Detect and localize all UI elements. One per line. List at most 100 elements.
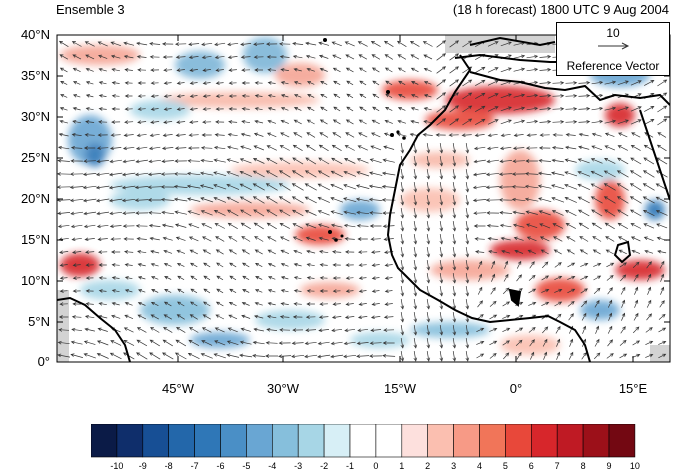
wind-vector — [109, 224, 122, 229]
wind-vector — [291, 196, 304, 204]
wind-vector — [452, 273, 457, 284]
wind-vector — [279, 315, 290, 319]
wind-vector — [304, 210, 317, 216]
wind-vector — [291, 341, 304, 346]
wind-vector — [659, 260, 665, 269]
wind-vector — [241, 236, 251, 242]
wind-vector — [85, 263, 94, 267]
wind-vector — [291, 183, 304, 191]
wind-vector — [70, 340, 83, 345]
wind-vector — [514, 249, 524, 254]
wind-vector — [332, 132, 342, 138]
wind-vector — [330, 197, 344, 203]
wind-vector — [465, 208, 470, 219]
wind-vector — [486, 223, 499, 228]
wind-vector — [345, 250, 355, 254]
wind-vector — [147, 198, 162, 202]
wind-vector — [71, 132, 82, 137]
wind-vector — [242, 262, 250, 268]
wind-vector — [452, 195, 457, 206]
wind-vector — [487, 80, 499, 86]
wind-vector — [227, 145, 239, 150]
wind-vector — [426, 247, 431, 258]
wind-vector — [280, 68, 289, 72]
wind-vector — [512, 210, 525, 215]
wind-vector — [306, 119, 315, 125]
wind-vector — [539, 93, 552, 98]
wind-vector — [109, 211, 123, 216]
wind-vector — [413, 169, 418, 180]
wind-vector — [475, 79, 486, 87]
wind-vector — [253, 42, 265, 47]
wind-vector — [305, 315, 316, 319]
colorbar-tick-label: -4 — [268, 461, 277, 471]
wind-vector — [70, 211, 84, 216]
wind-vector — [226, 196, 239, 204]
wind-vector — [213, 145, 226, 150]
wind-vector — [539, 223, 551, 229]
wind-vector — [123, 41, 135, 46]
wind-vector — [137, 276, 146, 280]
forecast-time-title: (18 h forecast) 1800 UTC 9 Aug 2004 — [452, 2, 669, 17]
wind-vector — [398, 94, 406, 98]
wind-vector — [306, 249, 316, 254]
wind-vector — [111, 94, 120, 98]
wind-vector — [110, 237, 121, 241]
wind-vector — [465, 247, 470, 258]
wind-vector — [554, 301, 563, 307]
wind-vector — [188, 55, 199, 60]
wind-vector — [291, 170, 304, 178]
wind-vector — [356, 341, 369, 346]
wind-vector — [216, 288, 224, 294]
wind-vector — [85, 81, 94, 85]
wind-vector — [436, 118, 447, 126]
wind-vector — [135, 146, 148, 151]
wind-vector — [655, 210, 668, 216]
wind-vector — [265, 341, 278, 345]
wind-vector — [150, 81, 159, 85]
anomaly-blob — [110, 175, 290, 195]
wind-vector — [410, 67, 419, 73]
wind-vector — [343, 184, 357, 190]
wind-vector — [108, 172, 123, 177]
wind-vector — [359, 93, 367, 99]
wind-vector — [96, 340, 109, 346]
wind-vector — [452, 234, 457, 245]
wind-vector — [111, 250, 121, 254]
wind-vector — [617, 157, 629, 165]
wind-vector — [400, 286, 405, 297]
wind-vector — [542, 338, 548, 347]
wind-vector — [526, 119, 539, 124]
wind-vector — [85, 54, 95, 60]
wind-vector — [280, 262, 289, 267]
wind-vector — [124, 301, 133, 306]
wind-vector — [487, 106, 499, 112]
wind-vector — [216, 262, 224, 268]
wind-vector — [293, 289, 302, 293]
wind-vector — [84, 237, 95, 242]
wind-vector — [203, 288, 211, 294]
wind-vector — [436, 92, 447, 100]
wind-vector — [400, 247, 405, 258]
wind-vector — [175, 55, 186, 59]
wind-vector — [135, 159, 148, 164]
wind-vector — [603, 183, 616, 191]
wind-vector — [369, 171, 383, 176]
wind-vector — [111, 81, 120, 85]
wind-vector — [564, 158, 577, 163]
wind-vector — [564, 196, 577, 203]
wind-vector — [372, 106, 380, 112]
wind-vector — [137, 120, 147, 124]
wind-vector — [633, 273, 639, 282]
wind-vector — [58, 315, 69, 319]
wind-vector — [266, 327, 278, 332]
panel-title: Ensemble 3 — [56, 2, 125, 17]
wind-vector — [632, 261, 640, 268]
wind-vector — [643, 223, 655, 229]
wind-vector — [306, 263, 315, 267]
wind-vector — [590, 196, 603, 204]
wind-vector — [252, 170, 265, 178]
wind-vector — [305, 54, 316, 59]
wind-vector — [98, 250, 108, 254]
lat-label-35n: 35°N — [20, 68, 50, 83]
